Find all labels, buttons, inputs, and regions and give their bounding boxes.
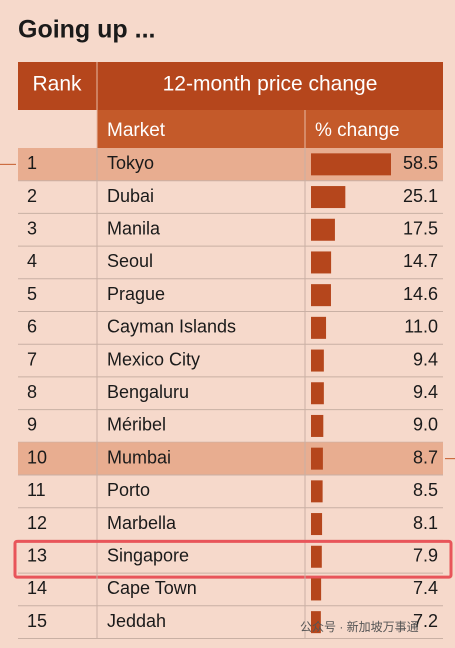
value-label: 11.0 xyxy=(404,317,438,337)
market: Bengaluru xyxy=(107,382,189,402)
rows: 1 Tokyo 58.52 Dubai 25.13 Manila 17.54 Seoul 14.… xyxy=(0,148,455,639)
value-label: 14.7 xyxy=(403,251,438,271)
bar xyxy=(311,382,324,405)
bar xyxy=(311,349,324,372)
rank: 4 xyxy=(27,251,37,271)
value-label: 9.4 xyxy=(413,382,438,402)
value-label: 8.1 xyxy=(413,513,438,533)
header-row xyxy=(18,62,443,110)
bar xyxy=(311,513,323,536)
market: Porto xyxy=(107,480,150,500)
subheader-row xyxy=(97,110,443,148)
rank: 11 xyxy=(27,480,46,500)
value-label: 17.5 xyxy=(403,219,438,239)
bar xyxy=(311,545,322,568)
header-market: Market xyxy=(107,120,166,141)
value-label: 8.5 xyxy=(413,480,438,500)
rank: 1 xyxy=(27,153,37,173)
rank: 8 xyxy=(27,382,37,402)
market: Méribel xyxy=(107,415,166,435)
rank: 7 xyxy=(27,349,37,369)
market: Tokyo xyxy=(107,153,154,173)
header-change: % change xyxy=(315,120,400,141)
market: Jeddah xyxy=(107,611,166,631)
value-label: 8.7 xyxy=(413,447,438,467)
value-label: 9.0 xyxy=(413,415,438,435)
row-outline xyxy=(13,539,453,579)
value-label: 58.5 xyxy=(403,153,438,173)
rank: 15 xyxy=(27,611,47,631)
bar xyxy=(311,480,323,503)
chart-title: Going up ... xyxy=(18,16,155,44)
watermark: 公众号 · 新加坡万事通 xyxy=(300,619,419,634)
header-rank: Rank xyxy=(32,73,82,96)
value-label: 7.2 xyxy=(413,611,438,631)
bar xyxy=(311,153,391,176)
bar xyxy=(311,316,327,339)
market: Dubai xyxy=(107,186,154,206)
market: Manila xyxy=(107,219,161,239)
rank: 9 xyxy=(27,415,37,435)
market: Mumbai xyxy=(107,447,171,467)
rank: 3 xyxy=(27,219,37,239)
bar xyxy=(311,284,331,307)
bar xyxy=(311,414,324,437)
market: Singapore xyxy=(107,546,189,566)
bar xyxy=(311,611,321,634)
rank: 13 xyxy=(27,546,47,566)
rank: 2 xyxy=(27,186,37,206)
value-label: 14.6 xyxy=(403,284,438,304)
value-label: 7.4 xyxy=(413,578,438,598)
bar xyxy=(311,186,346,209)
market: Mexico City xyxy=(107,349,200,369)
rank: 10 xyxy=(27,447,47,467)
market: Seoul xyxy=(107,251,153,271)
bar xyxy=(311,218,335,241)
bar xyxy=(311,251,332,274)
market: Prague xyxy=(107,284,165,304)
value-label: 9.4 xyxy=(413,349,438,369)
rank: 14 xyxy=(27,578,47,598)
bar xyxy=(311,578,322,601)
row-highlight xyxy=(18,442,443,475)
rank: 6 xyxy=(27,317,37,337)
value-label: 7.9 xyxy=(413,546,438,566)
header-group: 12-month price change xyxy=(163,73,378,96)
value-label: 25.1 xyxy=(403,186,438,206)
market: Cape Town xyxy=(107,578,197,598)
market: Marbella xyxy=(107,513,177,533)
rank: 5 xyxy=(27,284,37,304)
bar xyxy=(311,447,323,470)
rank: 12 xyxy=(27,513,47,533)
market: Cayman Islands xyxy=(107,317,236,337)
